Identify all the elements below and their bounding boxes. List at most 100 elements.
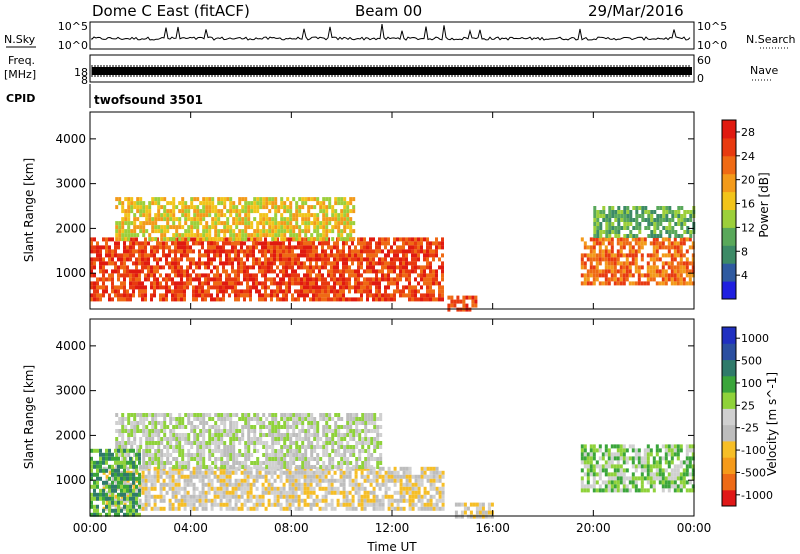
power-echo-cell: [240, 293, 243, 298]
power-echo-cell: [390, 249, 393, 254]
velocity-echo-cell: [327, 478, 331, 483]
velocity-echo-cell: [145, 449, 149, 453]
power-echo-cell: [396, 281, 399, 286]
power-echo-cell: [183, 273, 186, 278]
power-echo-cell: [580, 265, 584, 270]
velocity-echo-cell: [127, 441, 131, 445]
velocity-echo-cell: [367, 413, 371, 417]
power-echo-cell: [175, 217, 179, 222]
velocity-echo-cell: [130, 441, 134, 445]
velocity-echo-cell: [435, 486, 439, 491]
velocity-echo-cell: [144, 498, 148, 503]
velocity-echo-cell: [183, 502, 187, 507]
velocity-echo-cell: [250, 441, 254, 445]
power-echo-cell: [261, 273, 264, 278]
velocity-echo-cell: [345, 506, 349, 511]
power-echo-cell: [207, 281, 210, 286]
power-echo-cell: [262, 201, 266, 206]
power-echo-cell: [343, 229, 347, 234]
power-echo-cell: [114, 285, 117, 290]
power-echo-cell: [174, 297, 177, 302]
velocity-echo-cell: [180, 502, 184, 507]
velocity-echo-cell: [295, 465, 299, 469]
power-echo-cell: [682, 269, 686, 274]
velocity-echo-cell: [432, 474, 436, 479]
velocity-echo-cell: [172, 445, 176, 449]
velocity-echo-cell: [310, 425, 314, 429]
velocity-echo-cell: [229, 433, 233, 437]
velocity-echo-cell: [195, 486, 199, 491]
power-echo-cell: [289, 201, 293, 206]
power-echo-cell: [252, 281, 255, 286]
power-echo-cell: [677, 218, 681, 222]
velocity-echo-cell: [235, 433, 239, 437]
velocity-echo-cell: [105, 474, 109, 479]
power-echo-cell: [306, 241, 309, 246]
power-echo-cell: [243, 277, 246, 282]
power-echo-cell: [240, 249, 243, 254]
power-echo-cell: [438, 289, 441, 294]
power-echo-cell: [108, 237, 111, 242]
velocity-echo-cell: [124, 441, 128, 445]
power-echo-cell: [276, 281, 279, 286]
power-echo-cell: [288, 265, 291, 270]
power-echo-cell: [343, 221, 347, 226]
velocity-echo-cell: [219, 478, 223, 483]
power-echo-cell: [634, 257, 638, 262]
power-echo-cell: [226, 221, 230, 226]
velocity-echo-cell: [598, 472, 602, 477]
power-echo-cell: [619, 237, 623, 242]
power-echo-cell: [165, 297, 168, 302]
power-echo-cell: [259, 233, 263, 238]
velocity-echo-cell: [165, 490, 169, 495]
velocity-echo-cell: [346, 421, 350, 425]
nave-label: Nave: [750, 64, 778, 77]
power-echo-cell: [274, 201, 278, 206]
power-echo-cell: [658, 257, 662, 262]
power-echo-cell: [237, 249, 240, 254]
velocity-echo-cell: [135, 452, 138, 457]
power-echo-cell: [142, 233, 146, 238]
power-echo-cell: [628, 241, 632, 246]
power-echo-cell: [159, 245, 162, 250]
power-echo-cell: [647, 214, 651, 218]
power-echo-cell: [294, 277, 297, 282]
velocity-echo-cell: [207, 486, 211, 491]
power-echo-cell: [309, 257, 312, 262]
power-echo-cell: [196, 225, 200, 230]
velocity-echo-region: [90, 448, 141, 517]
velocity-echo-cell: [304, 433, 308, 437]
velocity-echo-cell: [171, 482, 175, 487]
velocity-echo-cell: [295, 433, 299, 437]
power-echo-cell: [689, 210, 693, 214]
velocity-echo-cell: [175, 433, 179, 437]
velocity-echo-cell: [135, 464, 138, 469]
power-echo-cell: [205, 197, 209, 202]
velocity-echo-cell: [277, 449, 281, 453]
power-echo-cell: [324, 289, 327, 294]
power-echo-cell: [124, 197, 128, 202]
power-echo-cell: [303, 253, 306, 258]
power-echo-cell: [322, 217, 326, 222]
power-echo-cell: [610, 249, 614, 254]
power-echo-cell: [117, 289, 120, 294]
velocity-echo-cell: [361, 417, 365, 421]
power-echo-cell: [306, 293, 309, 298]
power-echo-cell: [307, 225, 311, 230]
velocity-echo-cell: [174, 486, 178, 491]
power-echo-region: [447, 295, 478, 312]
velocity-echo-cell: [351, 498, 355, 503]
velocity-echo-cell: [121, 441, 125, 445]
power-echo-cell: [171, 289, 174, 294]
power-echo-cell: [405, 285, 408, 290]
power-echo-cell: [129, 257, 132, 262]
power-echo-cell: [330, 249, 333, 254]
velocity-echo-cell: [376, 441, 380, 445]
power-echo-cell: [336, 261, 339, 266]
velocity-echo-cell: [271, 461, 275, 465]
velocity-echo-cell: [301, 453, 305, 457]
velocity-echo-cell: [198, 470, 202, 475]
velocity-echo-cell: [333, 490, 337, 495]
power-echo-cell: [171, 297, 174, 302]
station-title: Dome C East (fitACF): [92, 2, 250, 20]
